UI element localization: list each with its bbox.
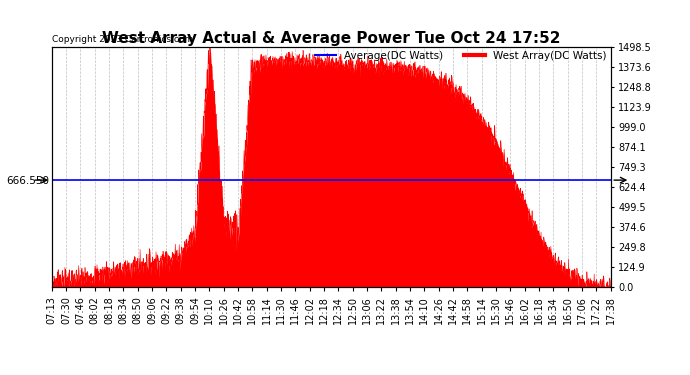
Title: West Array Actual & Average Power Tue Oct 24 17:52: West Array Actual & Average Power Tue Oc… [102, 31, 560, 46]
Text: Copyright 2023 Cartronics.com: Copyright 2023 Cartronics.com [52, 36, 193, 45]
Legend: Average(DC Watts), West Array(DC Watts): Average(DC Watts), West Array(DC Watts) [310, 47, 611, 65]
